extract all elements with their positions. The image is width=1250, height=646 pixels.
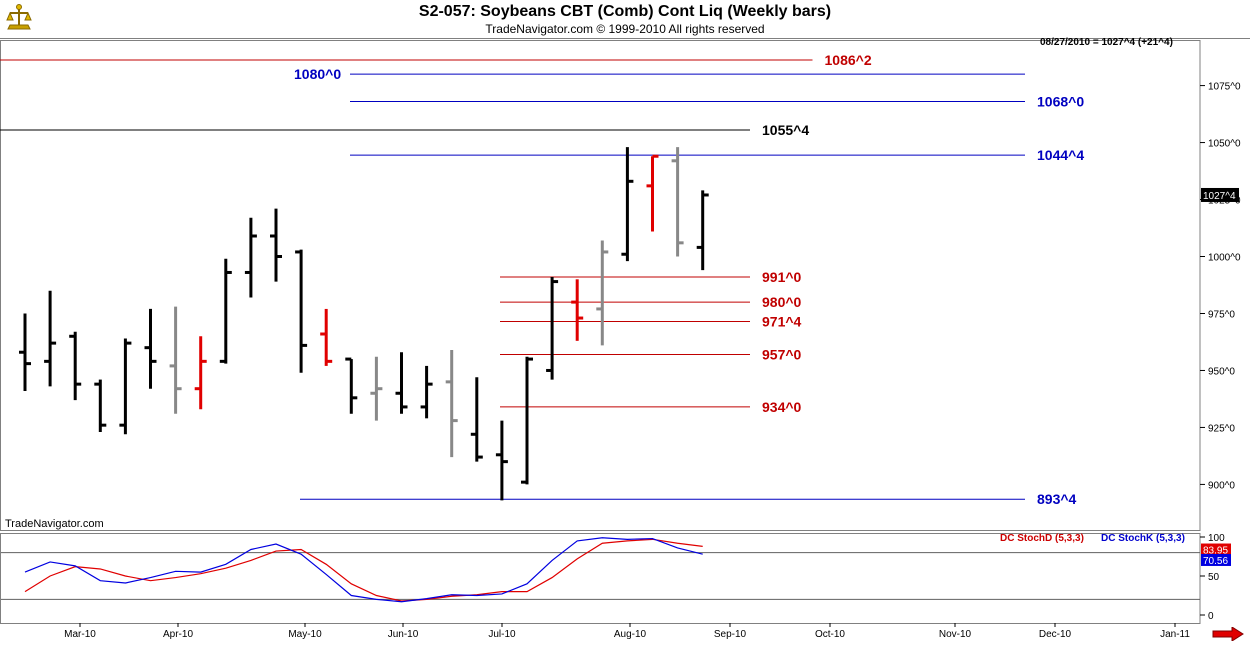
scroll-right-arrow-icon[interactable] <box>1212 626 1244 646</box>
x-tick-label: Nov-10 <box>939 629 972 640</box>
title-bar: S2-057: Soybeans CBT (Comb) Cont Liq (We… <box>0 0 1250 38</box>
x-tick-label: Jan-11 <box>1160 629 1190 640</box>
level-label: 957^0 <box>762 347 802 363</box>
stoch-k-last-label: 70.56 <box>1203 556 1228 567</box>
chart-subtitle: TradeNavigator.com © 1999-2010 All right… <box>485 22 765 36</box>
level-label: 934^0 <box>762 399 802 415</box>
level-label: 991^0 <box>762 269 802 285</box>
stoch-d-legend: DC StochD (5,3,3) <box>1000 533 1084 544</box>
y-tick-label: 925^0 <box>1208 423 1235 434</box>
level-label: 1044^4 <box>1037 147 1084 163</box>
y-tick-label: 950^0 <box>1208 366 1235 377</box>
indicator-y-tick-label: 100 <box>1208 533 1225 544</box>
level-label: 971^4 <box>762 313 802 329</box>
y-tick-label: 1050^0 <box>1208 139 1241 150</box>
stoch-d-last-label: 83.95 <box>1203 546 1228 557</box>
level-label: 980^0 <box>762 294 802 310</box>
indicator-panel-frame <box>0 533 1201 624</box>
level-label: 893^4 <box>1037 491 1077 507</box>
stoch-k-last-box <box>1201 553 1231 566</box>
stoch-series-line <box>24 537 703 603</box>
stoch-k-legend: DC StochK (5,3,3) <box>1101 533 1185 544</box>
y-tick-label: 1000^0 <box>1208 253 1241 264</box>
y-tick-label: 900^0 <box>1208 480 1235 491</box>
level-label: 1086^2 <box>825 52 872 68</box>
x-tick-label: Sep-10 <box>714 629 747 640</box>
y-tick-label: 975^0 <box>1208 309 1235 320</box>
y-tick-label: 1075^0 <box>1208 82 1241 93</box>
chart-title: S2-057: Soybeans CBT (Comb) Cont Liq (We… <box>418 3 832 20</box>
brand-watermark: TradeNavigator.com <box>5 518 104 530</box>
x-tick-label: Aug-10 <box>614 629 647 640</box>
indicator-y-tick-label: 0 <box>1208 611 1214 622</box>
x-tick-label: Jun-10 <box>388 629 419 640</box>
last-price-box <box>1201 187 1239 202</box>
level-label: 1080^0 <box>294 66 341 82</box>
stoch-series-line <box>24 538 703 602</box>
main-panel-frame <box>0 40 1201 531</box>
x-tick-label: Apr-10 <box>163 629 193 640</box>
x-tick-label: May-10 <box>288 629 322 640</box>
indicator-y-tick-label: 50 <box>1208 572 1220 583</box>
x-tick-label: Dec-10 <box>1039 629 1072 640</box>
x-tick-label: Mar-10 <box>64 629 96 640</box>
x-tick-label: Jul-10 <box>488 629 516 640</box>
level-label: 1055^4 <box>762 122 809 138</box>
last-price-status: 08/27/2010 = 1027^4 (+21^4) <box>1040 37 1173 48</box>
trade-navigator-logo-icon <box>4 3 34 38</box>
level-label: 1068^0 <box>1037 94 1084 110</box>
x-tick-label: Oct-10 <box>815 629 845 640</box>
stoch-d-last-box <box>1201 543 1231 556</box>
last-price-label: 1027^4 <box>1203 191 1236 202</box>
